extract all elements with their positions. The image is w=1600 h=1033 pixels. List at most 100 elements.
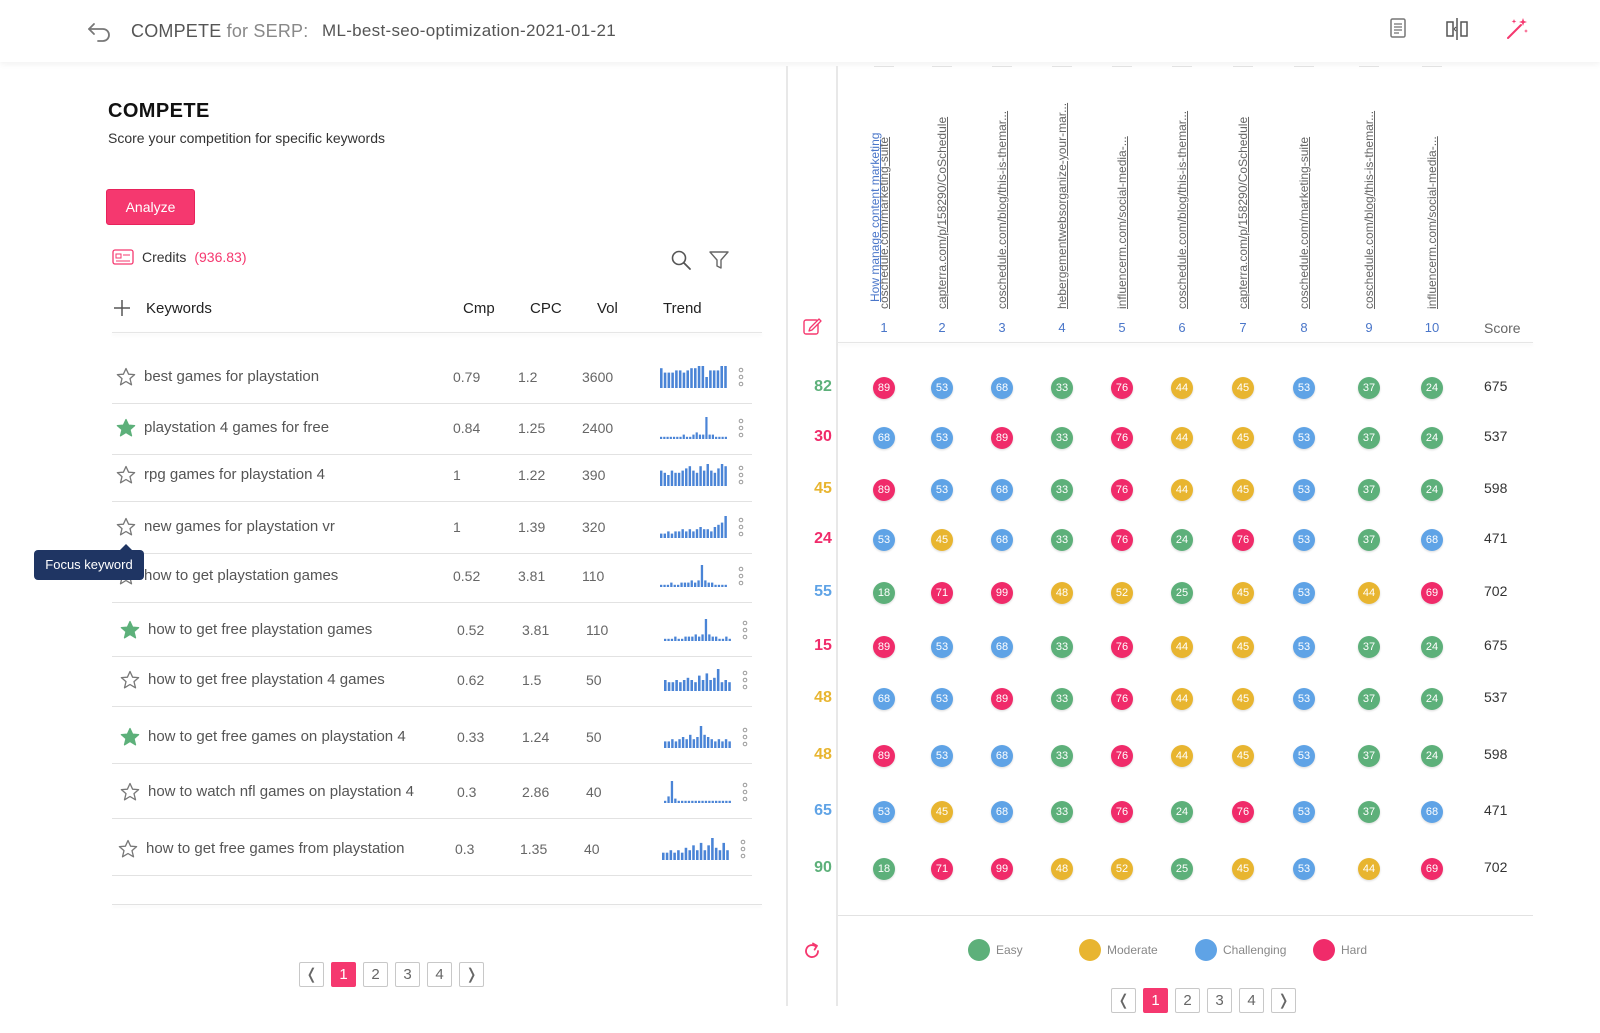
difficulty-score-dot[interactable]: 24 <box>1171 801 1193 823</box>
analyze-button[interactable]: Analyze <box>106 189 195 225</box>
keyword-text[interactable]: how to get free playstation 4 games <box>148 671 385 688</box>
keyword-text[interactable]: new games for playstation vr <box>144 518 335 535</box>
page-2-button[interactable]: 2 <box>1175 988 1200 1013</box>
keyword-text[interactable]: how to get free games on playstation 4 <box>148 728 406 745</box>
competitor-url-link[interactable]: influencerm.com/social-media-... <box>1425 136 1439 309</box>
difficulty-score-dot[interactable]: 52 <box>1111 858 1133 880</box>
difficulty-score-dot[interactable]: 24 <box>1421 745 1443 767</box>
difficulty-score-dot[interactable]: 25 <box>1171 858 1193 880</box>
star-outline-icon[interactable] <box>120 670 140 690</box>
difficulty-score-dot[interactable]: 24 <box>1421 377 1443 399</box>
difficulty-score-dot[interactable]: 37 <box>1358 479 1380 501</box>
difficulty-score-dot[interactable]: 53 <box>873 529 895 551</box>
difficulty-score-dot[interactable]: 37 <box>1358 801 1380 823</box>
difficulty-score-dot[interactable]: 53 <box>931 377 953 399</box>
difficulty-score-dot[interactable]: 37 <box>1358 745 1380 767</box>
difficulty-score-dot[interactable]: 71 <box>931 858 953 880</box>
difficulty-score-dot[interactable]: 24 <box>1421 479 1443 501</box>
keyword-row[interactable]: best games for playstation 0.79 1.2 3600 <box>112 352 752 404</box>
difficulty-score-dot[interactable]: 37 <box>1358 377 1380 399</box>
difficulty-score-dot[interactable]: 37 <box>1358 688 1380 710</box>
difficulty-score-dot[interactable]: 44 <box>1171 745 1193 767</box>
keyword-row[interactable]: how to get free playstation 4 games 0.62 1… <box>112 655 752 707</box>
difficulty-score-dot[interactable]: 45 <box>1232 582 1254 604</box>
more-options-icon[interactable] <box>738 464 744 486</box>
difficulty-score-dot[interactable]: 71 <box>931 582 953 604</box>
difficulty-score-dot[interactable]: 45 <box>1232 745 1254 767</box>
difficulty-score-dot[interactable]: 53 <box>873 801 895 823</box>
difficulty-score-dot[interactable]: 33 <box>1051 745 1073 767</box>
back-icon[interactable] <box>86 18 112 42</box>
difficulty-score-dot[interactable]: 76 <box>1111 529 1133 551</box>
more-options-icon[interactable] <box>738 417 744 439</box>
difficulty-score-dot[interactable]: 76 <box>1111 801 1133 823</box>
difficulty-score-dot[interactable]: 25 <box>1171 582 1193 604</box>
previous-page-button[interactable]: ❬ <box>1111 988 1136 1013</box>
difficulty-score-dot[interactable]: 53 <box>1293 427 1315 449</box>
competitor-url-link[interactable]: coschedule.com/marketing-suite <box>877 136 891 309</box>
difficulty-score-dot[interactable]: 53 <box>1293 636 1315 658</box>
next-page-button[interactable]: ❭ <box>1271 988 1296 1013</box>
difficulty-score-dot[interactable]: 68 <box>991 745 1013 767</box>
difficulty-score-dot[interactable]: 52 <box>1111 582 1133 604</box>
keyword-text[interactable]: rpg games for playstation 4 <box>144 466 325 483</box>
star-outline-icon[interactable] <box>116 517 136 537</box>
more-options-icon[interactable] <box>740 838 746 860</box>
column-vol[interactable]: Vol <box>597 300 618 317</box>
difficulty-score-dot[interactable]: 18 <box>873 582 895 604</box>
competitor-url-link[interactable]: coschedule.com/blog/this-is-themar... <box>995 110 1009 309</box>
more-options-icon[interactable] <box>738 565 744 587</box>
keyword-text[interactable]: how to get free games from playstation <box>146 840 405 857</box>
star-filled-icon[interactable] <box>116 418 136 438</box>
star-outline-icon[interactable] <box>116 465 136 485</box>
difficulty-score-dot[interactable]: 89 <box>991 688 1013 710</box>
difficulty-score-dot[interactable]: 45 <box>1232 479 1254 501</box>
difficulty-score-dot[interactable]: 69 <box>1421 582 1443 604</box>
difficulty-score-dot[interactable]: 45 <box>931 801 953 823</box>
difficulty-score-dot[interactable]: 53 <box>1293 582 1315 604</box>
difficulty-score-dot[interactable]: 89 <box>873 745 895 767</box>
competitor-url-link[interactable]: hebergementwebsorganize-your-mar... <box>1055 102 1069 309</box>
more-options-icon[interactable] <box>738 366 744 388</box>
refresh-icon[interactable] <box>802 941 822 961</box>
search-icon[interactable] <box>670 249 692 271</box>
difficulty-score-dot[interactable]: 89 <box>873 377 895 399</box>
keyword-row[interactable]: how to get playstation games 0.52 3.81 110 <box>112 551 752 603</box>
difficulty-score-dot[interactable]: 24 <box>1171 529 1193 551</box>
difficulty-score-dot[interactable]: 37 <box>1358 529 1380 551</box>
difficulty-score-dot[interactable]: 99 <box>991 582 1013 604</box>
keyword-row[interactable]: new games for playstation vr 1 1.39 320 <box>112 502 752 554</box>
competitor-url-link[interactable]: coschedule.com/blog/this-is-themar... <box>1362 110 1376 309</box>
more-options-icon[interactable] <box>742 619 748 641</box>
difficulty-score-dot[interactable]: 33 <box>1051 377 1073 399</box>
star-filled-icon[interactable] <box>120 727 140 747</box>
difficulty-score-dot[interactable]: 33 <box>1051 529 1073 551</box>
column-cpc[interactable]: CPC <box>530 300 562 317</box>
keyword-row[interactable]: how to get free games on playstation 4 0.… <box>112 712 752 764</box>
keyword-row[interactable]: how to watch nfl games on playstation 4 0… <box>112 767 752 819</box>
difficulty-score-dot[interactable]: 99 <box>991 858 1013 880</box>
column-cmp[interactable]: Cmp <box>463 300 495 317</box>
difficulty-score-dot[interactable]: 53 <box>1293 688 1315 710</box>
keyword-row[interactable]: how to get free playstation games 0.52 3.8… <box>112 605 752 657</box>
difficulty-score-dot[interactable]: 53 <box>1293 745 1315 767</box>
competitor-url-link[interactable]: influencerm.com/social-media-... <box>1115 136 1129 309</box>
difficulty-score-dot[interactable]: 89 <box>873 479 895 501</box>
difficulty-score-dot[interactable]: 76 <box>1111 377 1133 399</box>
page-4-button[interactable]: 4 <box>427 962 452 987</box>
difficulty-score-dot[interactable]: 53 <box>1293 377 1315 399</box>
difficulty-score-dot[interactable]: 68 <box>991 801 1013 823</box>
difficulty-score-dot[interactable]: 33 <box>1051 479 1073 501</box>
difficulty-score-dot[interactable]: 53 <box>1293 801 1315 823</box>
keyword-text[interactable]: best games for playstation <box>144 368 320 385</box>
more-options-icon[interactable] <box>742 669 748 691</box>
difficulty-score-dot[interactable]: 53 <box>931 688 953 710</box>
difficulty-score-dot[interactable]: 68 <box>873 427 895 449</box>
difficulty-score-dot[interactable]: 68 <box>991 377 1013 399</box>
difficulty-score-dot[interactable]: 53 <box>1293 858 1315 880</box>
difficulty-score-dot[interactable]: 45 <box>1232 858 1254 880</box>
difficulty-score-dot[interactable]: 33 <box>1051 688 1073 710</box>
difficulty-score-dot[interactable]: 76 <box>1232 801 1254 823</box>
star-outline-icon[interactable] <box>118 839 138 859</box>
difficulty-score-dot[interactable]: 76 <box>1111 688 1133 710</box>
